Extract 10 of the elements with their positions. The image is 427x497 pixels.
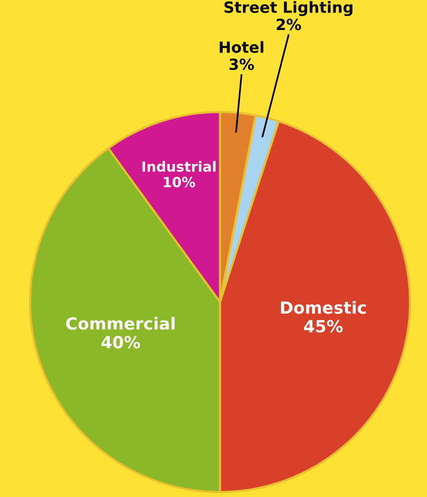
data-label: 2% — [276, 18, 301, 30]
data-label: 10% — [164, 176, 196, 188]
slice-label: Domestic — [281, 300, 366, 314]
data-label: 45% — [304, 320, 343, 333]
data-label: 3% — [230, 58, 254, 70]
slice-label: Hotel — [220, 41, 264, 53]
slice-label: Commercial — [66, 316, 174, 330]
slice-label: Industrial — [142, 161, 216, 172]
slice-label: Street Lighting — [224, 1, 352, 16]
data-label: 40% — [101, 336, 140, 348]
